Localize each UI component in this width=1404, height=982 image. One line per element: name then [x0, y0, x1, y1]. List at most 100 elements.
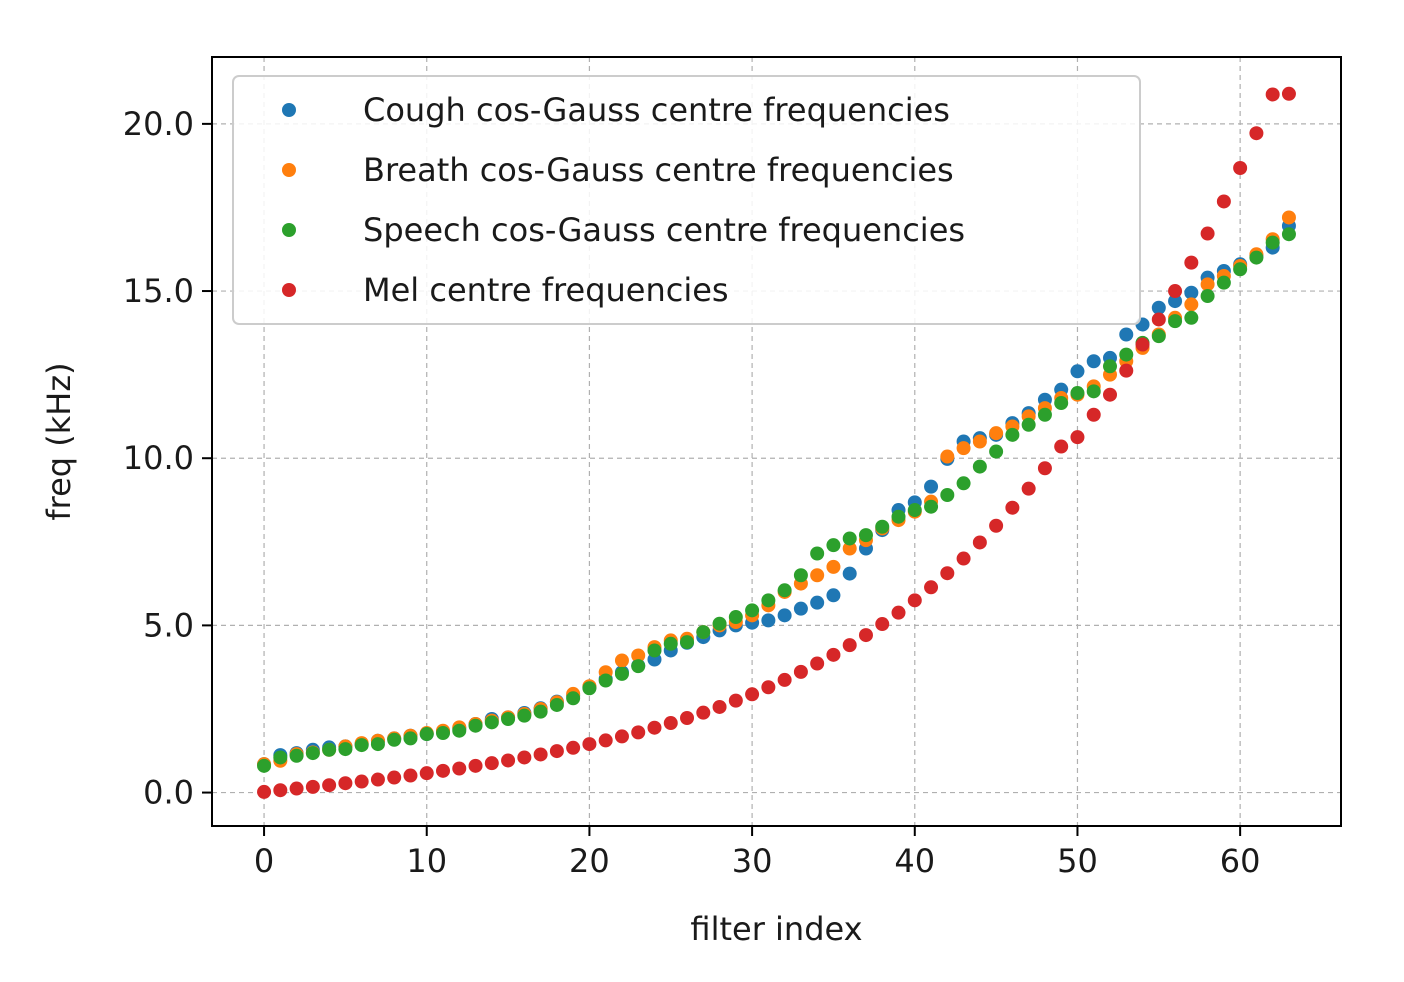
data-point — [1086, 384, 1101, 399]
data-point — [354, 738, 369, 753]
data-point — [940, 566, 955, 581]
data-point — [468, 718, 483, 733]
data-point — [1102, 387, 1117, 402]
data-point — [907, 593, 922, 608]
data-point — [1249, 250, 1264, 265]
data-point — [419, 727, 434, 742]
legend-entry-label: Cough cos-Gauss centre frequencies — [363, 91, 950, 129]
data-point — [549, 744, 564, 759]
data-point — [566, 740, 581, 755]
plot-frame — [211, 56, 1342, 827]
data-point — [728, 693, 743, 708]
data-point — [1168, 284, 1183, 299]
data-point — [875, 519, 890, 534]
legend-entry-label: Mel centre frequencies — [363, 271, 729, 309]
data-point — [566, 691, 581, 706]
data-point — [826, 559, 841, 574]
data-point — [793, 664, 808, 679]
data-point — [924, 580, 939, 595]
data-point — [468, 758, 483, 773]
data-point — [1119, 347, 1134, 362]
data-point — [777, 583, 792, 598]
data-point — [793, 568, 808, 583]
data-point — [761, 680, 776, 695]
data-point — [1151, 300, 1166, 315]
data-point — [1184, 310, 1199, 325]
data-point — [582, 737, 597, 752]
data-point — [1184, 297, 1199, 312]
data-point — [387, 770, 402, 785]
data-point — [1281, 210, 1296, 225]
data-point — [712, 699, 727, 714]
data-point — [1265, 87, 1280, 102]
data-point — [940, 487, 955, 502]
data-point — [631, 648, 646, 663]
legend-box — [232, 75, 1141, 325]
data-point — [273, 750, 288, 765]
data-point — [745, 603, 760, 618]
data-point — [1168, 314, 1183, 329]
data-point — [370, 772, 385, 787]
data-point — [614, 729, 629, 744]
data-point — [549, 697, 564, 712]
data-point — [1070, 386, 1085, 401]
data-point — [1119, 327, 1134, 342]
data-point — [761, 593, 776, 608]
x-axis-label: filter index — [690, 910, 862, 948]
data-point — [647, 720, 662, 735]
data-point — [1233, 161, 1248, 176]
data-point — [826, 538, 841, 553]
data-point — [1151, 312, 1166, 327]
data-point — [940, 449, 955, 464]
data-point — [533, 704, 548, 719]
data-point — [924, 479, 939, 494]
data-point — [972, 434, 987, 449]
data-point — [1054, 396, 1069, 411]
legend-marker — [282, 163, 296, 177]
data-point — [387, 732, 402, 747]
data-point — [1249, 126, 1264, 141]
data-point — [582, 681, 597, 696]
data-point — [1086, 407, 1101, 422]
data-point — [891, 509, 906, 524]
data-point — [403, 731, 418, 746]
x-tick-label: 20 — [569, 842, 610, 880]
ticks: 0 10 20 30 40 50 60 0.0 5.0 10.0 15.0 20.0 — [123, 105, 1261, 880]
data-point — [1200, 289, 1215, 304]
data-point — [1021, 481, 1036, 496]
data-point — [1054, 439, 1069, 454]
y-tick-label: 20.0 — [123, 105, 194, 143]
data-point — [1119, 363, 1134, 378]
data-point — [728, 610, 743, 625]
data-point — [712, 616, 727, 631]
data-point — [403, 768, 418, 783]
data-point — [484, 756, 499, 771]
data-point — [1086, 354, 1101, 369]
data-point — [436, 726, 451, 741]
legend-entry-label: Breath cos-Gauss centre frequencies — [363, 151, 954, 189]
data-point — [663, 716, 678, 731]
data-point — [305, 746, 320, 761]
data-point — [680, 635, 695, 650]
data-point — [533, 747, 548, 762]
data-point — [1070, 430, 1085, 445]
data-point — [826, 588, 841, 603]
data-point — [891, 605, 906, 620]
data-point — [322, 778, 337, 793]
data-point — [1102, 359, 1117, 374]
y-tick-label: 15.0 — [123, 272, 194, 310]
data-point — [631, 659, 646, 674]
data-point — [1265, 235, 1280, 250]
data-point — [842, 541, 857, 556]
data-point — [680, 711, 695, 726]
data-point — [257, 758, 272, 773]
data-point — [810, 568, 825, 583]
data-point — [354, 774, 369, 789]
data-point — [517, 750, 532, 765]
data-point — [696, 625, 711, 640]
y-tick-label: 5.0 — [143, 606, 194, 644]
data-point — [972, 459, 987, 474]
data-point — [1216, 194, 1231, 209]
x-tick-label: 40 — [894, 842, 935, 880]
data-point — [1005, 500, 1020, 515]
